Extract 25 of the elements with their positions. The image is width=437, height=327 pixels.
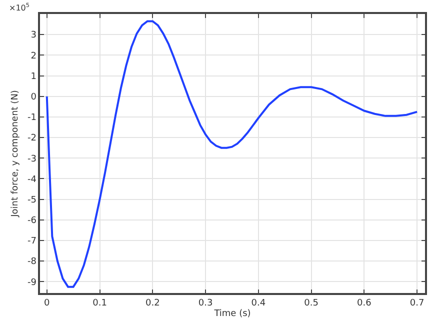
y-tick-label: 0: [30, 92, 37, 103]
y-tick-label: -2: [27, 134, 36, 144]
y-tick-label: -1: [27, 113, 36, 124]
y-tick-label: -5: [27, 195, 36, 206]
y-tick-label: -4: [27, 174, 37, 185]
y-axis-title: Joint force, y component (N): [10, 90, 20, 218]
x-tick-label: 0.6: [357, 298, 372, 309]
y-tick-label: -3: [27, 154, 36, 164]
y-tick-label: -7: [27, 236, 36, 247]
x-tick-label: 0.3: [198, 298, 213, 309]
y-tick-label: 1: [30, 72, 36, 82]
x-tick-label: 0.7: [410, 298, 424, 309]
x-tick-label: 0.5: [304, 298, 318, 309]
y-tick-label: 2: [30, 51, 36, 62]
y-tick-label: -6: [27, 216, 37, 226]
y-tick-label: 3: [30, 30, 36, 41]
y-tick-label: -9: [27, 278, 37, 288]
x-tick-label: 0.4: [251, 298, 266, 309]
line-series: [46, 20, 418, 288]
x-tick-label: 0: [44, 298, 50, 309]
x-axis-title: Time (s): [213, 308, 251, 319]
y-tick-label: -8: [27, 257, 37, 268]
x-tick-label: 0.1: [92, 298, 107, 309]
x-tick-label: 0.2: [145, 298, 160, 309]
text: ×10$^{5}$: [9, 2, 30, 12]
